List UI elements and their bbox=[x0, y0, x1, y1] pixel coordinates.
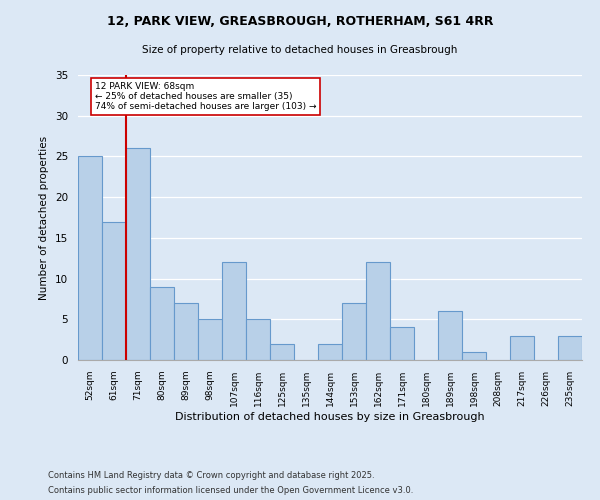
Bar bbox=[150, 286, 174, 360]
Bar bbox=[174, 303, 198, 360]
Text: 12 PARK VIEW: 68sqm
← 25% of detached houses are smaller (35)
74% of semi-detach: 12 PARK VIEW: 68sqm ← 25% of detached ho… bbox=[95, 82, 316, 112]
Bar bbox=[342, 303, 366, 360]
Bar bbox=[78, 156, 102, 360]
Bar bbox=[222, 262, 246, 360]
Bar bbox=[198, 320, 222, 360]
Text: Contains HM Land Registry data © Crown copyright and database right 2025.: Contains HM Land Registry data © Crown c… bbox=[48, 471, 374, 480]
Bar bbox=[126, 148, 150, 360]
Bar bbox=[102, 222, 126, 360]
Bar bbox=[438, 311, 462, 360]
Bar bbox=[558, 336, 582, 360]
Text: 12, PARK VIEW, GREASBROUGH, ROTHERHAM, S61 4RR: 12, PARK VIEW, GREASBROUGH, ROTHERHAM, S… bbox=[107, 15, 493, 28]
X-axis label: Distribution of detached houses by size in Greasbrough: Distribution of detached houses by size … bbox=[175, 412, 485, 422]
Text: Size of property relative to detached houses in Greasbrough: Size of property relative to detached ho… bbox=[142, 45, 458, 55]
Bar bbox=[462, 352, 486, 360]
Bar bbox=[246, 320, 270, 360]
Text: Contains public sector information licensed under the Open Government Licence v3: Contains public sector information licen… bbox=[48, 486, 413, 495]
Bar bbox=[366, 262, 390, 360]
Bar bbox=[510, 336, 534, 360]
Y-axis label: Number of detached properties: Number of detached properties bbox=[40, 136, 49, 300]
Bar bbox=[318, 344, 342, 360]
Bar bbox=[390, 328, 414, 360]
Bar bbox=[270, 344, 294, 360]
